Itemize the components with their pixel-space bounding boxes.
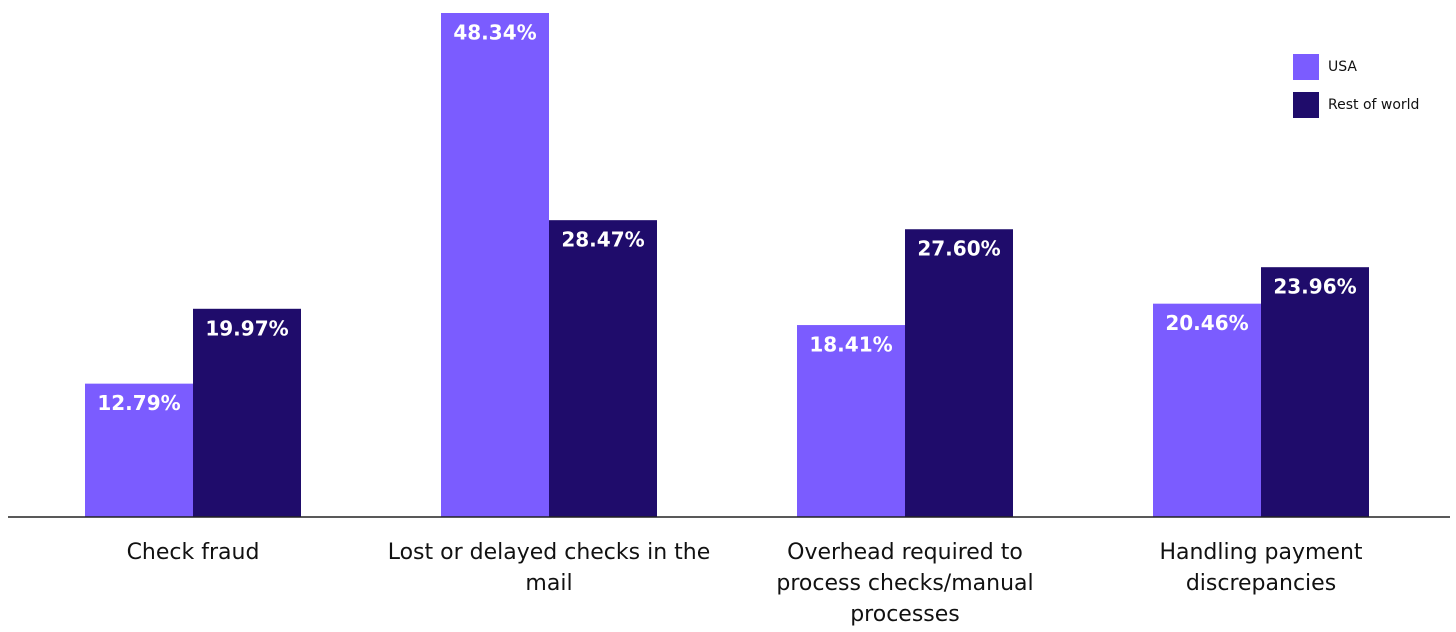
bar <box>797 325 905 517</box>
category-label: Check fraud <box>126 540 260 565</box>
legend-swatch <box>1293 54 1319 80</box>
legend-swatch <box>1293 92 1319 118</box>
bar <box>1153 303 1261 517</box>
data-label: 48.34% <box>453 21 536 45</box>
category-label: Lost or delayed checks in the mail <box>387 540 711 596</box>
bar <box>441 13 549 517</box>
bar <box>85 383 193 517</box>
bar <box>549 220 657 518</box>
bar <box>1261 267 1369 517</box>
category-label: Overhead required to process checks/manu… <box>776 540 1034 627</box>
legend-label: USA <box>1328 59 1357 75</box>
data-label: 27.60% <box>917 237 1000 261</box>
data-label: 28.47% <box>561 228 644 252</box>
data-label: 20.46% <box>1165 311 1248 335</box>
data-label: 19.97% <box>205 316 288 340</box>
data-label: 18.41% <box>809 333 892 357</box>
category-label: Handling payment discrepancies <box>1159 540 1363 596</box>
bar <box>193 308 301 517</box>
data-label: 12.79% <box>97 391 180 415</box>
data-label: 23.96% <box>1273 275 1356 299</box>
legend-label: Rest of world <box>1328 97 1419 113</box>
bar <box>905 229 1013 517</box>
